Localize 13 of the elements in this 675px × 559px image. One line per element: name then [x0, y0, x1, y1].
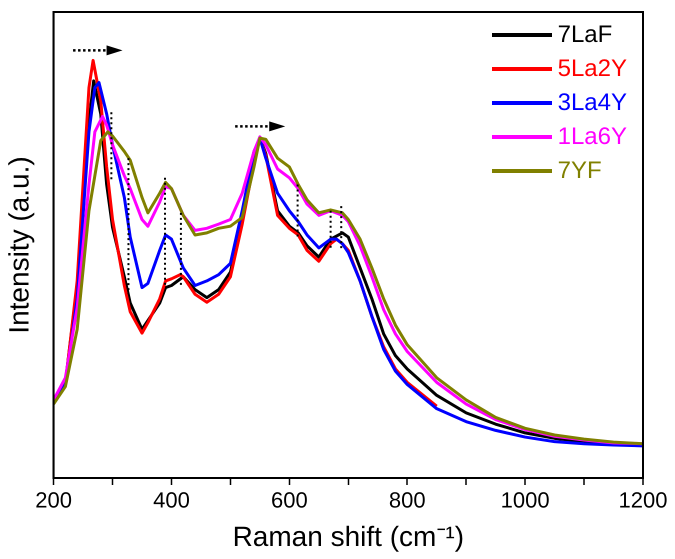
x-tick-label: 1000	[500, 487, 550, 512]
x-tick-label: 400	[153, 487, 190, 512]
x-tick-label: 1200	[618, 487, 668, 512]
legend-label: 7LaF	[558, 21, 612, 49]
y-axis-title: Intensity (a.u.)	[4, 156, 35, 334]
legend-label: 7YF	[558, 157, 602, 185]
legend-label: 3La4Y	[558, 89, 627, 117]
x-axis-title: Raman shift (cm⁻¹)	[232, 520, 464, 552]
x-tick-label: 800	[388, 487, 426, 512]
x-tick-label: 200	[35, 487, 72, 512]
legend-label: 5La2Y	[558, 55, 627, 83]
x-tick-label: 600	[271, 487, 308, 512]
legend-label: 1La6Y	[558, 123, 627, 151]
